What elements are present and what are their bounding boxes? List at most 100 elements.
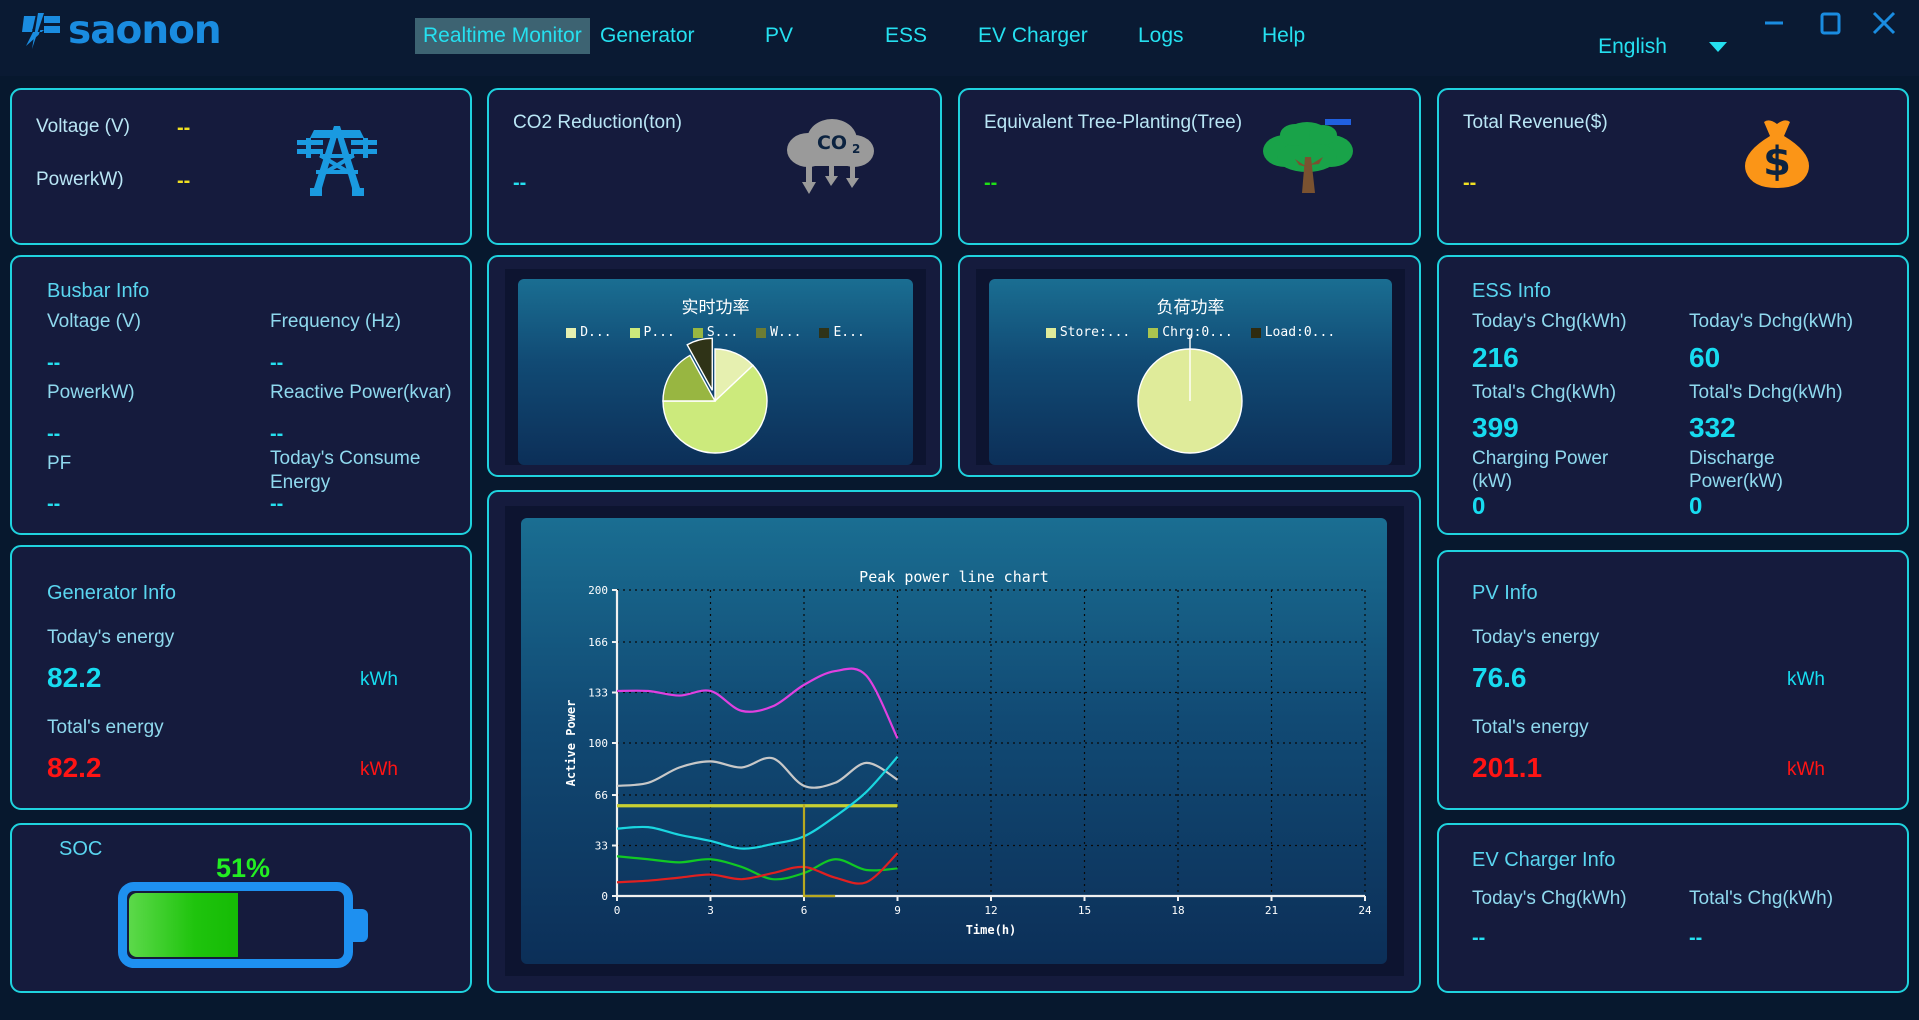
pv-info-panel: PV Info Today's energy 76.6 kWh Total's … bbox=[1437, 550, 1909, 810]
nav-generator[interactable]: Generator bbox=[600, 24, 695, 47]
maximize-icon[interactable] bbox=[1813, 6, 1847, 40]
app-header: saonon Realtime Monitor Generator PV ESS… bbox=[0, 0, 1919, 76]
legend-label: Chrg:0... bbox=[1162, 325, 1233, 340]
chart-series-line bbox=[616, 667, 899, 739]
x-tick-label: 0 bbox=[614, 904, 621, 917]
nav-ev-charger[interactable]: EV Charger bbox=[978, 24, 1088, 47]
legend-swatch-icon bbox=[1045, 327, 1056, 338]
pv-total-label: Total's energy bbox=[1472, 717, 1589, 738]
legend-item[interactable]: Store:... bbox=[1045, 325, 1130, 340]
svg-text:$: $ bbox=[1763, 139, 1791, 185]
close-icon[interactable] bbox=[1867, 6, 1901, 40]
pie-slice[interactable] bbox=[662, 354, 717, 402]
nav-ess[interactable]: ESS bbox=[885, 24, 928, 47]
svg-text:2: 2 bbox=[852, 142, 860, 156]
legend-swatch-icon bbox=[566, 327, 577, 338]
co2-cloud-icon: CO 2 bbox=[784, 116, 876, 201]
nav-realtime-monitor[interactable]: Realtime Monitor bbox=[415, 18, 590, 54]
y-axis-label: Active Power bbox=[564, 700, 578, 787]
generator-title: Generator Info bbox=[47, 582, 176, 604]
x-axis-label: Time(h) bbox=[966, 923, 1017, 937]
y-tick-label: 100 bbox=[588, 737, 608, 750]
ess-total-dchg-label: Total's Dchg(kWh) bbox=[1689, 382, 1843, 403]
lightning-bolt-icon bbox=[22, 12, 64, 50]
load-power-chart-panel: 负荷功率 Store:... Chrg:0... Load:0... bbox=[958, 255, 1421, 477]
x-tick-label: 18 bbox=[1171, 904, 1184, 917]
legend-item[interactable]: W... bbox=[756, 325, 801, 340]
ess-today-dchg-label: Today's Dchg(kWh) bbox=[1689, 311, 1854, 332]
legend-swatch-icon bbox=[692, 327, 703, 338]
ess-today-chg-label: Today's Chg(kWh) bbox=[1472, 311, 1627, 332]
evcharger-today-label: Today's Chg(kWh) bbox=[1472, 888, 1627, 909]
busbar-consume-value: -- bbox=[270, 493, 284, 515]
grid-kpi-card: Voltage (V) -- PowerkW) -- bbox=[10, 88, 472, 245]
nav-pv[interactable]: PV bbox=[765, 24, 794, 47]
evcharger-total-value: -- bbox=[1689, 927, 1703, 949]
grid-voltage-label: Voltage (V) bbox=[36, 116, 130, 137]
legend-swatch-icon bbox=[1148, 327, 1159, 338]
legend-item[interactable]: Load:0... bbox=[1250, 325, 1335, 340]
legend-item[interactable]: E... bbox=[819, 325, 865, 340]
generator-total-unit: kWh bbox=[360, 759, 398, 780]
generator-total-label: Total's energy bbox=[47, 717, 164, 738]
chart-series-line bbox=[616, 852, 899, 885]
pie-slice[interactable] bbox=[686, 337, 713, 391]
power-tower-icon bbox=[292, 118, 382, 203]
co2-title: CO2 Reduction(ton) bbox=[513, 112, 682, 133]
language-selector[interactable]: English bbox=[1598, 35, 1727, 59]
revenue-value: -- bbox=[1463, 172, 1477, 194]
pv-today-unit: kWh bbox=[1787, 669, 1825, 690]
busbar-frequency-value: -- bbox=[270, 352, 284, 374]
chevron-down-icon bbox=[1709, 42, 1727, 52]
evcharger-title: EV Charger Info bbox=[1472, 849, 1616, 871]
minimize-icon[interactable] bbox=[1757, 6, 1791, 40]
tree-icon bbox=[1255, 115, 1365, 202]
chart-series-line bbox=[616, 756, 899, 789]
svg-text:CO: CO bbox=[817, 132, 847, 154]
legend-item[interactable]: S... bbox=[692, 325, 739, 340]
revenue-title: Total Revenue($) bbox=[1463, 112, 1608, 133]
nav-logs[interactable]: Logs bbox=[1138, 24, 1184, 47]
pv-today-label: Today's energy bbox=[1472, 627, 1600, 648]
x-tick-label: 12 bbox=[984, 904, 997, 917]
y-tick-label: 33 bbox=[595, 840, 608, 853]
language-label: English bbox=[1598, 35, 1667, 58]
ess-discharge-power-value: 0 bbox=[1689, 493, 1703, 520]
busbar-info-panel: Busbar Info Voltage (V) -- Frequency (Hz… bbox=[10, 255, 472, 535]
legend-swatch-icon bbox=[1250, 327, 1261, 338]
battery-icon bbox=[118, 882, 368, 968]
busbar-voltage-label: Voltage (V) bbox=[47, 311, 141, 332]
peak-power-chart-panel: Peak power line chart 0 33 66 100 133 166 200 0… bbox=[487, 490, 1421, 993]
ess-total-dchg-value: 332 bbox=[1689, 412, 1736, 443]
generator-total-value: 82.2 bbox=[47, 752, 102, 783]
grid-power-label: PowerkW) bbox=[36, 169, 124, 190]
ess-total-chg-value: 399 bbox=[1472, 412, 1519, 443]
tree-title: Equivalent Tree-Planting(Tree) bbox=[984, 112, 1243, 133]
y-tick-label: 133 bbox=[588, 687, 608, 700]
logo-wordmark: saonon bbox=[68, 8, 222, 53]
busbar-reactive-label: Reactive Power(kvar) bbox=[270, 382, 452, 403]
x-tick-label: 6 bbox=[801, 904, 808, 917]
ess-discharge-power-label: Discharge Power(kW) bbox=[1689, 448, 1783, 492]
busbar-voltage-value: -- bbox=[47, 352, 61, 374]
pv-title: PV Info bbox=[1472, 582, 1538, 604]
revenue-kpi-card: Total Revenue($) -- $ bbox=[1437, 88, 1909, 245]
grid-power-value: -- bbox=[177, 170, 191, 192]
generator-info-panel: Generator Info Today's energy 82.2 kWh T… bbox=[10, 545, 472, 810]
generator-today-unit: kWh bbox=[360, 669, 398, 690]
generator-today-value: 82.2 bbox=[47, 662, 102, 693]
busbar-power-value: -- bbox=[47, 423, 61, 445]
legend-swatch-icon bbox=[756, 327, 767, 338]
ess-today-chg-value: 216 bbox=[1472, 342, 1519, 373]
busbar-pf-value: -- bbox=[47, 493, 61, 515]
legend-item[interactable]: P... bbox=[629, 325, 675, 340]
y-tick-label: 166 bbox=[588, 636, 608, 649]
legend-item[interactable]: Chrg:0... bbox=[1148, 325, 1233, 340]
legend-label: S... bbox=[706, 325, 739, 340]
nav-help[interactable]: Help bbox=[1262, 24, 1306, 47]
ess-charging-power-label: Charging Power (kW) bbox=[1472, 448, 1609, 492]
pie-slice[interactable] bbox=[662, 364, 768, 454]
busbar-pf-label: PF bbox=[47, 453, 72, 474]
ess-today-dchg-value: 60 bbox=[1689, 342, 1721, 373]
legend-item[interactable]: D... bbox=[566, 325, 612, 340]
